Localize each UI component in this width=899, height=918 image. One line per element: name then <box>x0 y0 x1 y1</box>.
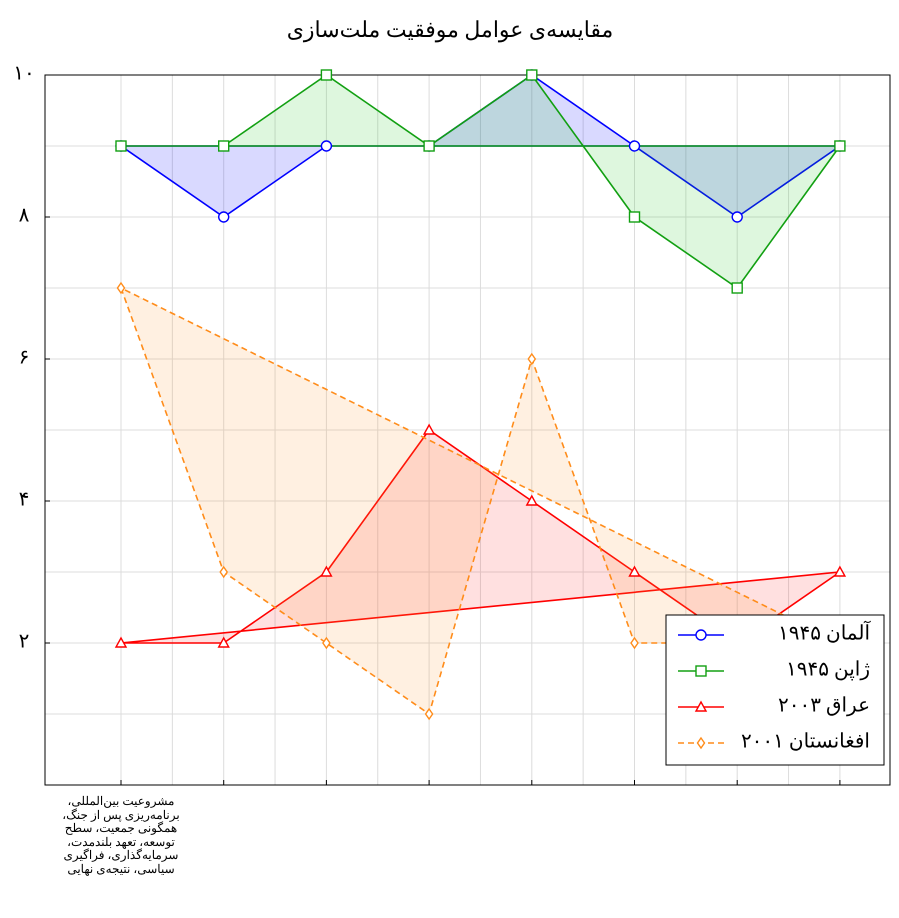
marker <box>527 352 537 366</box>
marker <box>526 69 538 81</box>
marker <box>833 565 847 577</box>
marker <box>322 636 331 650</box>
y-tick-label: ۲ <box>19 631 30 653</box>
marker <box>320 140 333 152</box>
marker <box>115 140 127 152</box>
marker <box>217 140 230 152</box>
legend-label: افغانستان ۲۰۰۱ <box>741 731 870 753</box>
chart-title: مقایسه‌ی عوامل موفقیت ملت‌سازی <box>287 17 614 43</box>
marker <box>628 140 641 152</box>
legend-label: عراق ۲۰۰۳ <box>778 695 870 717</box>
marker <box>630 636 639 650</box>
plot-frame <box>44 74 891 786</box>
marker <box>423 140 435 152</box>
y-tick-label: ۸ <box>19 205 30 227</box>
marker <box>217 211 230 223</box>
marker <box>422 423 436 435</box>
y-tick-label: ۱۰ <box>13 63 34 85</box>
y-tick-label: ۶ <box>19 347 30 369</box>
marker <box>696 736 706 750</box>
marker <box>424 707 434 721</box>
marker <box>695 629 707 641</box>
marker <box>320 565 333 577</box>
marker <box>116 281 126 295</box>
marker <box>694 700 708 712</box>
marker <box>628 565 641 577</box>
marker <box>320 69 333 81</box>
marker <box>217 636 230 648</box>
marker <box>628 211 641 223</box>
legend-label: آلمان ۱۹۴۵ <box>778 621 871 645</box>
marker <box>525 494 538 506</box>
marker <box>695 665 707 677</box>
y-tick-label: ۴ <box>19 489 30 511</box>
marker <box>834 140 846 152</box>
marker <box>731 282 743 294</box>
marker <box>219 565 229 579</box>
x-tick-label: مشروعیت بین‌المللی، برنامه‌ریزی پس از جن… <box>62 794 180 876</box>
marker <box>114 636 128 648</box>
legend-label: ژاپن ۱۹۴۵ <box>786 659 870 681</box>
marker <box>731 211 743 223</box>
